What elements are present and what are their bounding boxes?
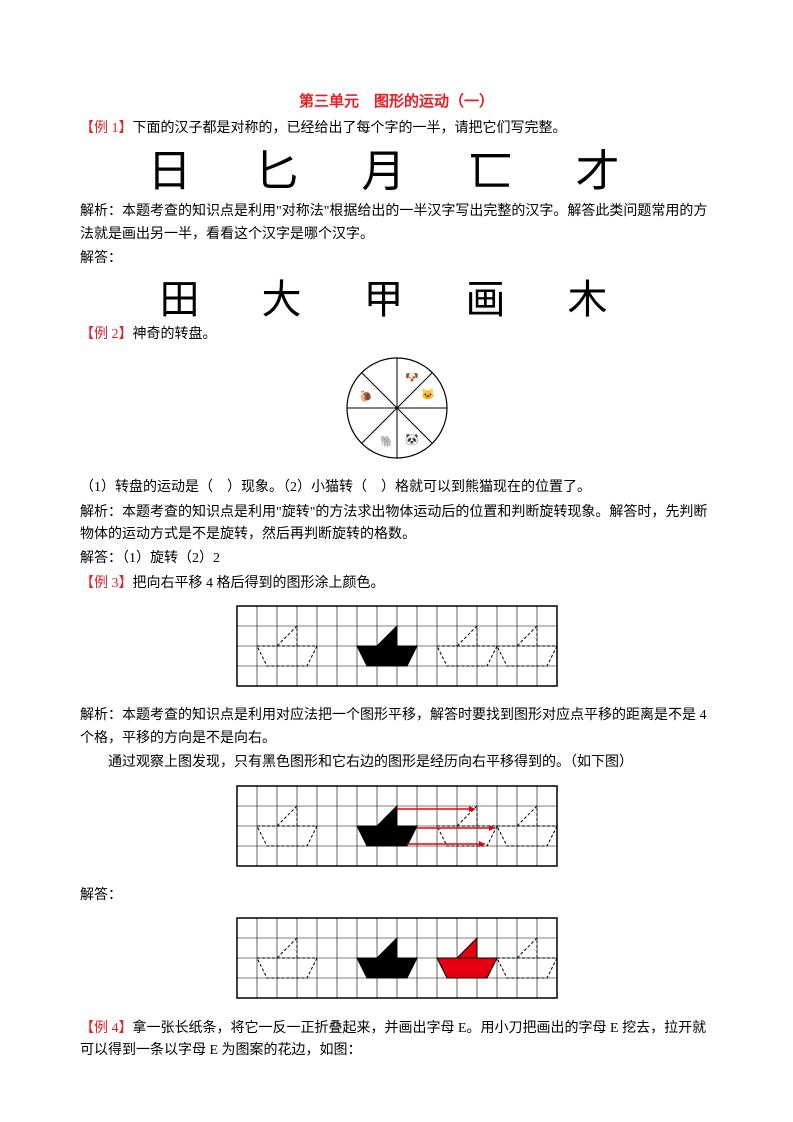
ex1-stem-line: 【例 1】下面的汉子都是对称的，已经给出了每个字的一半，请把它们写完整。: [80, 118, 713, 140]
ex3-label: 【例 3】: [80, 576, 133, 591]
svg-text:🐘: 🐘: [380, 435, 394, 448]
ex2-label: 【例 2】: [80, 327, 133, 342]
svg-text:🐱: 🐱: [421, 388, 435, 401]
ex3-analysis1: 解析：本题考查的知识点是利用对应法把一个图形平移，解答时要找到图形对应点平移的距…: [80, 705, 713, 750]
ex1-answer-label: 解答：: [80, 248, 713, 270]
ex3-grid3-svg: [227, 913, 567, 1003]
ex3-fig1: [80, 601, 713, 699]
ex3-grid1-svg: [227, 601, 567, 691]
ex3-grid2-svg: [227, 781, 567, 871]
wheel-svg: 🐱 🐶 🐼 🐘 🐌: [342, 353, 452, 463]
ex3-fig2: [80, 781, 713, 879]
ex1-half-chars: 日 匕 月 匸 才: [80, 146, 713, 199]
ex2-stem-line: 【例 2】神奇的转盘。: [80, 324, 713, 346]
svg-text:🐌: 🐌: [359, 390, 373, 403]
ex3-analysis2: 通过观察上图发现，只有黑色图形和它右边的图形是经历向右平移得到的。（如下图）: [80, 752, 713, 774]
svg-text:🐼: 🐼: [405, 433, 419, 446]
ex1-stem: 下面的汉子都是对称的，已经给出了每个字的一半，请把它们写完整。: [133, 121, 567, 136]
ex3-answer-label: 解答：: [80, 885, 713, 907]
ex3-stem-line: 【例 3】把向右平移 4 格后得到的图形涂上颜色。: [80, 573, 713, 595]
ex3-fig3: [80, 913, 713, 1011]
ex1-analysis: 解析：本题考查的知识点是利用"对称法"根据给出的一半汉字写出完整的汉字。解答此类…: [80, 201, 713, 246]
ex2-stem: 神奇的转盘。: [133, 327, 217, 342]
ex4-label: 【例 4】: [80, 1021, 133, 1036]
ex3-stem: 把向右平移 4 格后得到的图形涂上颜色。: [133, 576, 385, 591]
ex1-full-chars: 田 大 甲 画 木: [80, 276, 713, 324]
ex2-wheel-figure: 🐱 🐶 🐼 🐘 🐌: [80, 353, 713, 471]
ex2-answer: 解答：（1）旋转（2）2: [80, 548, 713, 570]
ex4-stem-line: 【例 4】拿一张长纸条，将它一反一正折叠起来，并画出字母 E。用小刀把画出的字母…: [80, 1018, 713, 1063]
ex4-stem: 拿一张长纸条，将它一反一正折叠起来，并画出字母 E。用小刀把画出的字母 E 挖去…: [80, 1021, 706, 1058]
unit-title: 第三单元 图形的运动（一）: [80, 90, 713, 114]
ex2-q1: （1）转盘的运动是（ ）现象。（2）小猫转（ ）格就可以到熊猫现在的位置了。: [80, 477, 713, 499]
svg-text:🐶: 🐶: [405, 372, 419, 384]
ex1-label: 【例 1】: [80, 121, 133, 136]
ex2-analysis: 解析：本题考查的知识点是利用"旋转"的方法求出物体运动后的位置和判断旋转现象。解…: [80, 502, 713, 547]
